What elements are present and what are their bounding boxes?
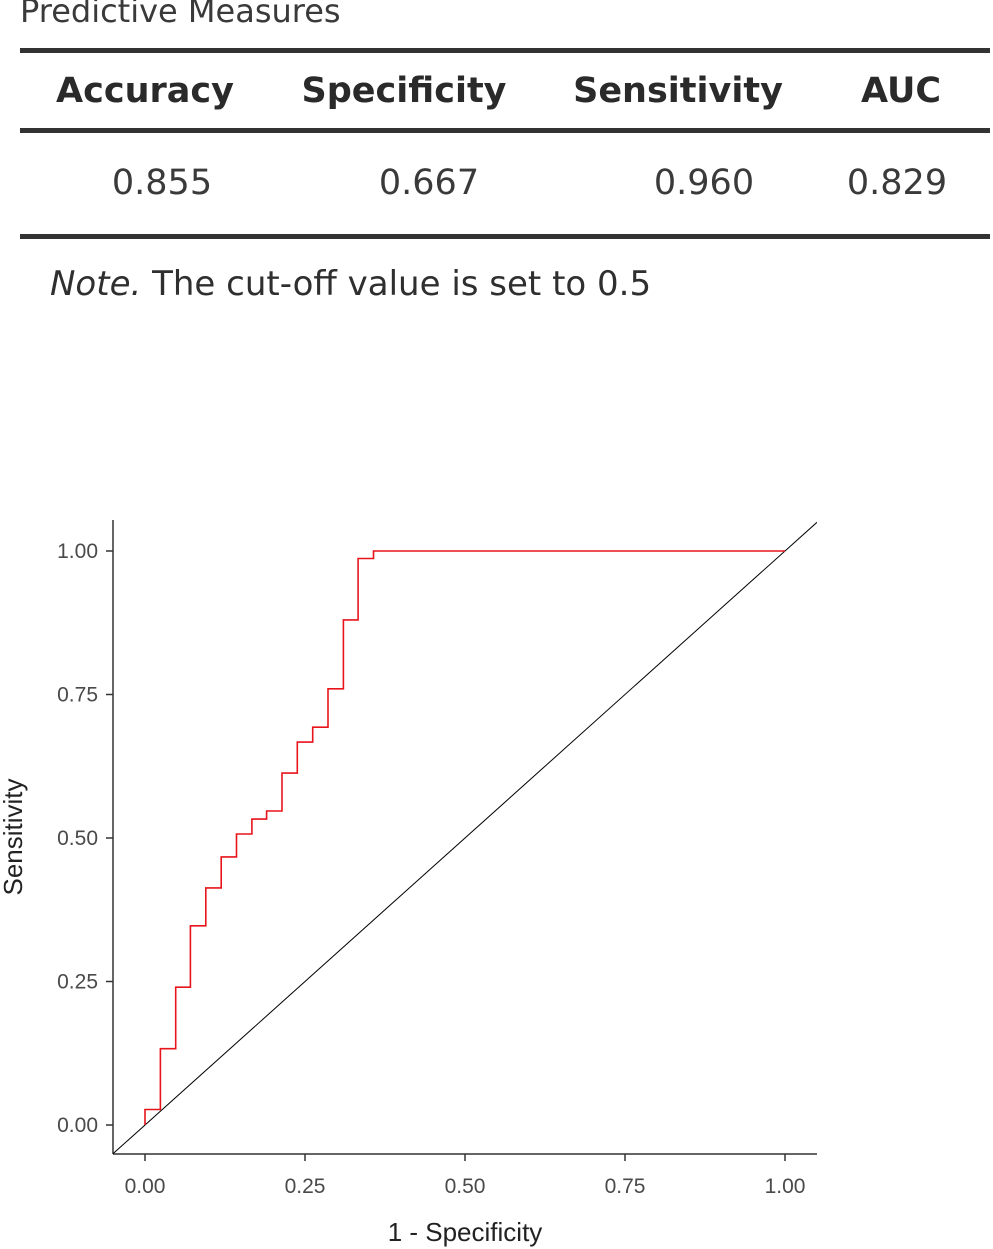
roc-curve-line	[144, 550, 785, 1125]
x-tick-label: 0.50	[445, 1175, 486, 1198]
header-specificity: Specificity	[301, 71, 507, 111]
y-tick-label: 0.25	[57, 971, 98, 994]
y-tick-label: 0.00	[57, 1114, 98, 1137]
x-tick-label: 0.00	[125, 1175, 166, 1198]
value-sensitivity: 0.960	[653, 163, 755, 203]
y-axis-ticks: 0.00 0.25 0.50 0.75 1.00	[57, 540, 113, 1137]
x-tick-label: 0.75	[605, 1175, 646, 1198]
y-tick-label: 1.00	[57, 540, 98, 563]
note-text: The cut-off value is set to 0.5	[141, 264, 652, 304]
value-auc: 0.829	[846, 163, 948, 203]
y-tick-label: 0.50	[57, 827, 98, 850]
y-tick-label: 0.75	[57, 684, 98, 707]
header-auc: AUC	[860, 71, 942, 111]
note-label: Note.	[50, 264, 142, 304]
table-note: Note. The cut-off value is set to 0.5	[50, 264, 651, 305]
x-tick-label: 1.00	[765, 1175, 806, 1198]
reference-diagonal-line	[113, 521, 817, 1154]
value-specificity: 0.667	[378, 163, 480, 203]
header-accuracy: Accuracy	[56, 71, 234, 111]
table-bottom-rule	[20, 234, 990, 239]
x-axis-ticks: 0.00 0.25 0.50 0.75 1.00	[125, 1154, 806, 1198]
table-header-rule	[20, 128, 990, 133]
value-accuracy: 0.855	[111, 163, 213, 203]
header-sensitivity: Sensitivity	[573, 71, 783, 111]
x-tick-label: 0.25	[285, 1175, 326, 1198]
x-axis-label: 1 - Specificity	[388, 1217, 543, 1247]
table-top-rule	[20, 48, 990, 53]
y-axis-label: Sensitivity	[0, 778, 28, 895]
table-title: Predictive Measures	[20, 0, 341, 30]
